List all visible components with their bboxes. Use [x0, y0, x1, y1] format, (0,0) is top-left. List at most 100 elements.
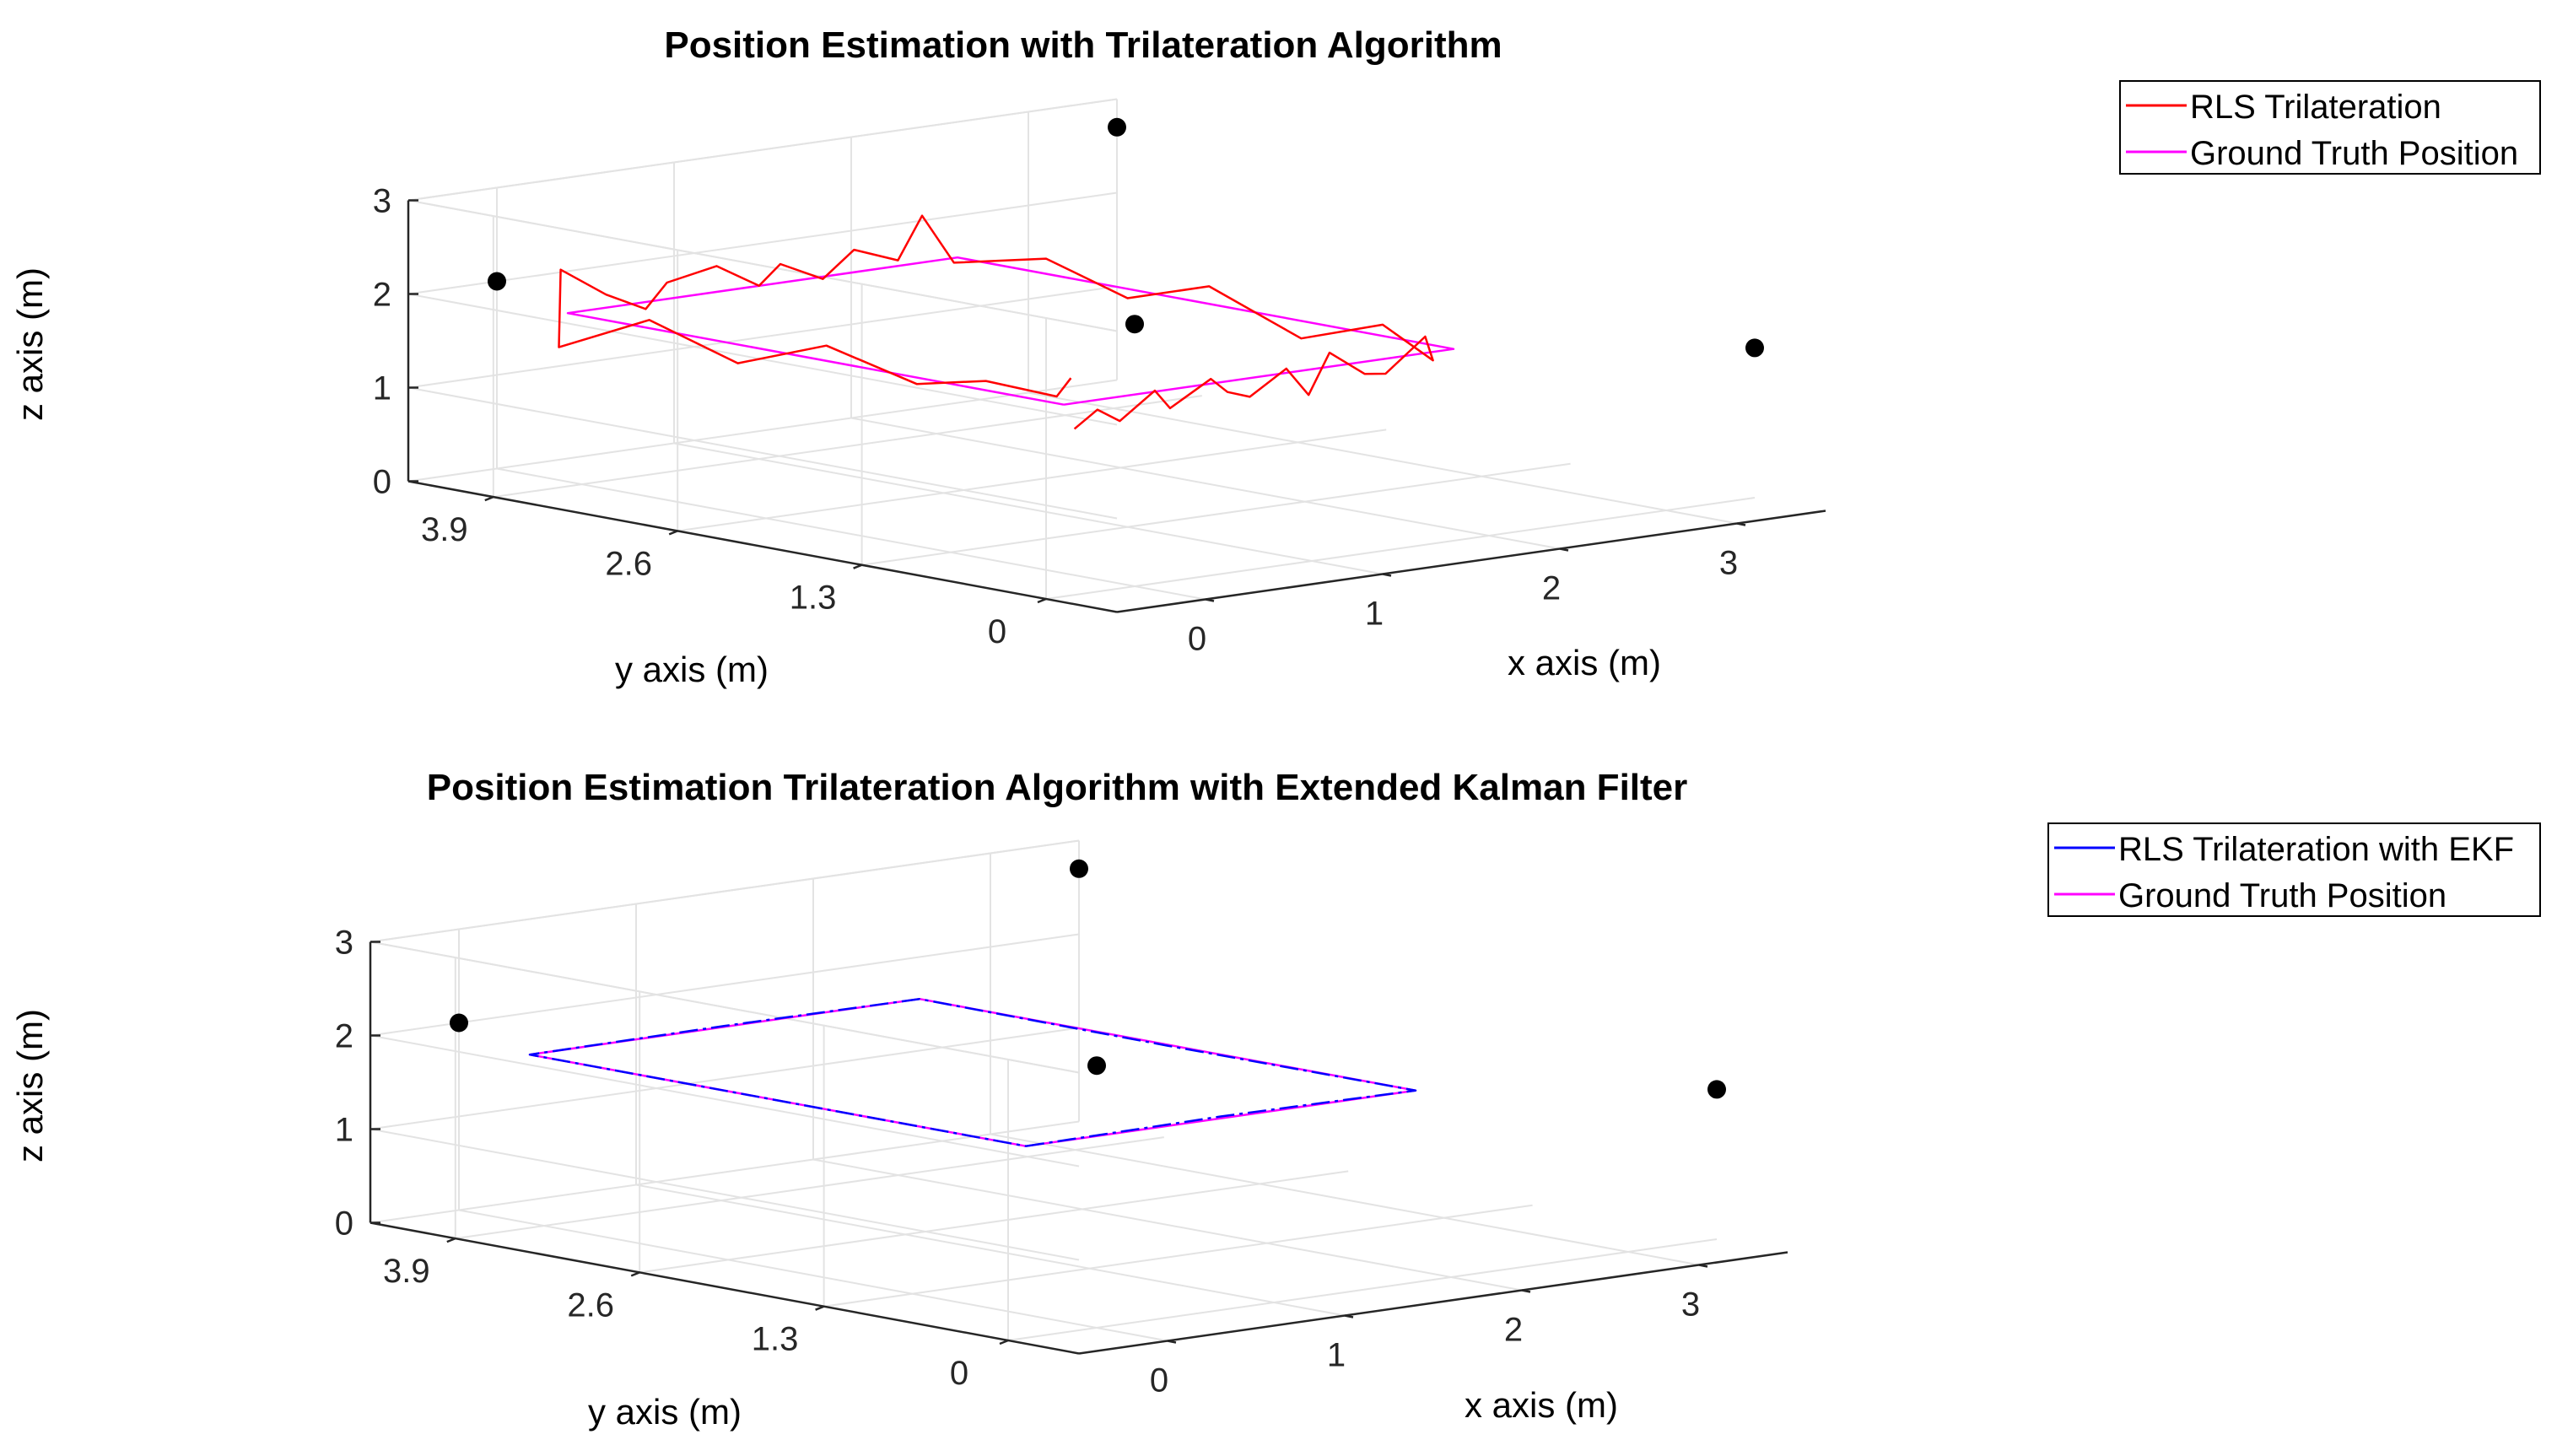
anchor-point — [1087, 1056, 1106, 1076]
x-tick-label: 0 — [1188, 621, 1206, 658]
legend-box — [2119, 80, 2541, 175]
y-tick-label: 0 — [988, 613, 1006, 650]
z-tick-label: 2 — [373, 277, 391, 314]
anchor-point — [488, 272, 506, 291]
plot-trilateration-ekf: Position Estimation Trilateration Algori… — [10, 767, 2541, 1432]
z-tick-label: 3 — [335, 925, 353, 962]
x-axis-line — [1116, 510, 1826, 613]
x-tick-label: 0 — [1150, 1362, 1168, 1399]
y-tick-label: 3.9 — [421, 511, 468, 548]
tick-labels: 0 1 2 3 0 1.3 2.6 3.9 0 1 2 3 — [373, 183, 1738, 658]
y-tick-label: 1.3 — [752, 1321, 799, 1358]
y-axis-label: y axis (m) — [588, 1392, 742, 1432]
z-tick-label: 0 — [335, 1205, 353, 1243]
legend-entry-rls: RLS Trilateration — [2190, 89, 2441, 126]
y-tick-label: 1.3 — [790, 580, 837, 617]
side-wall-grid-z — [370, 1034, 1080, 1167]
tick-labels: 0 1 2 3 0 1.3 2.6 3.9 0 1 2 3 — [335, 925, 1700, 1399]
x-axis-line — [1078, 1251, 1788, 1355]
anchor-points — [488, 117, 1764, 358]
anchor-point — [1108, 117, 1126, 137]
z-axis-label: z axis (m) — [10, 1009, 50, 1162]
box-edge — [370, 839, 1080, 943]
anchor-point — [1070, 859, 1088, 878]
floor-grid-y — [861, 462, 1571, 566]
side-wall-grid-z — [370, 1128, 1080, 1261]
legend: RLS Trilateration Ground Truth Position — [2119, 80, 2541, 175]
back-wall-grid-z — [407, 191, 1118, 295]
floor-grid-x — [850, 417, 1561, 550]
x-tick — [1205, 598, 1215, 602]
anchor-point — [1745, 338, 1764, 358]
side-wall-grid-z — [407, 386, 1118, 520]
series-line — [558, 214, 1434, 430]
y-tick-label: 2.6 — [567, 1286, 614, 1324]
y-axis-line — [370, 1221, 1080, 1355]
plot-trilateration: Position Estimation with Trilateration A… — [10, 24, 2541, 689]
y-tick — [999, 1339, 1009, 1345]
x-tick-label: 2 — [1542, 570, 1561, 607]
y-tick-label: 3.9 — [383, 1253, 430, 1290]
floor-grid-x — [635, 1184, 1346, 1317]
floor-grid-x — [812, 1158, 1523, 1292]
floor-grid-x — [673, 442, 1384, 575]
anchor-point — [1125, 315, 1144, 334]
grid-lines — [370, 839, 1718, 1355]
data-series — [558, 214, 1455, 430]
floor-grid-y — [677, 429, 1387, 532]
y-axis-line — [407, 480, 1118, 613]
legend-entry-ground-truth: Ground Truth Position — [2190, 135, 2518, 172]
back-wall-grid-z — [370, 933, 1080, 1037]
y-tick — [1037, 597, 1047, 604]
x-tick-label: 1 — [1327, 1337, 1346, 1374]
floor-grid-x — [990, 1133, 1700, 1266]
y-tick — [446, 1237, 456, 1243]
x-tick — [1167, 1340, 1177, 1344]
anchor-point — [450, 1013, 468, 1033]
legend-entry-ground-truth: Ground Truth Position — [2118, 877, 2446, 914]
y-tick — [668, 530, 678, 536]
x-tick-label: 3 — [1681, 1286, 1700, 1324]
z-tick-label: 1 — [373, 370, 391, 407]
z-axis-label: z axis (m) — [10, 267, 50, 421]
x-axis-label: x axis (m) — [1465, 1385, 1618, 1425]
x-tick — [1344, 1314, 1354, 1318]
floor-grid-y — [493, 395, 1202, 499]
x-tick-label: 1 — [1365, 596, 1384, 633]
back-wall-grid-z — [407, 285, 1118, 389]
series-line — [566, 256, 1455, 406]
floor-grid-x — [496, 467, 1206, 601]
back-wall-grid-z — [370, 1027, 1080, 1130]
floor-grid-x — [1028, 391, 1738, 525]
floor-grid-y — [823, 1204, 1533, 1308]
x-tick-label: 3 — [1719, 545, 1738, 582]
data-series — [528, 997, 1417, 1147]
z-tick-label: 2 — [335, 1018, 353, 1055]
x-tick — [1382, 573, 1392, 577]
z-tick-label: 0 — [373, 464, 391, 501]
y-tick-label: 0 — [950, 1355, 968, 1392]
y-tick-label: 2.6 — [605, 545, 652, 582]
y-tick — [815, 1305, 825, 1311]
anchor-points — [450, 859, 1726, 1099]
floor-grid-y — [639, 1170, 1349, 1274]
box-edge — [370, 941, 1080, 1074]
series-line — [528, 997, 1417, 1147]
y-tick — [853, 564, 863, 569]
x-tick-label: 2 — [1504, 1312, 1523, 1349]
axes — [369, 941, 1788, 1355]
box-edge — [407, 98, 1118, 202]
x-tick — [1698, 1264, 1708, 1268]
back-wall-grid-z — [370, 1120, 1080, 1224]
y-axis-label: y axis (m) — [615, 650, 769, 689]
x-tick — [1521, 1289, 1531, 1293]
legend-entry-rls-ekf: RLS Trilateration with EKF — [2118, 831, 2514, 868]
box-edge — [407, 199, 1118, 332]
floor-grid-y — [1045, 497, 1756, 600]
back-wall-grid-z — [407, 379, 1118, 483]
legend-box — [2047, 822, 2541, 917]
anchor-point — [1707, 1080, 1726, 1099]
legend: RLS Trilateration with EKF Ground Truth … — [2047, 822, 2541, 917]
